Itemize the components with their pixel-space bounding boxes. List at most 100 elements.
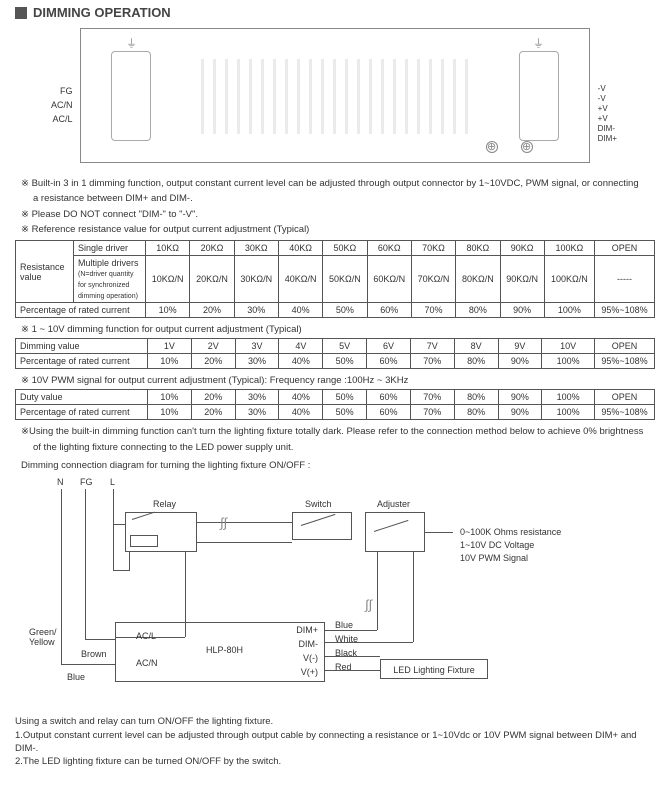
right-terminals: -V -V +V +V DIM- DIM+ — [598, 84, 617, 144]
cell: 70% — [410, 405, 454, 420]
wire — [61, 664, 115, 665]
screw-icon — [486, 141, 498, 153]
terminal-block-left — [111, 51, 151, 141]
cell: 7V — [410, 339, 454, 354]
cell: 40% — [279, 405, 323, 420]
table-row: Percentage of rated current 10% 20% 30% … — [16, 405, 655, 420]
led-fixture-box: LED Lighting Fixture — [380, 659, 488, 679]
note-4: ※Using the built-in dimming function can… — [21, 426, 655, 438]
wire — [377, 552, 378, 630]
adjuster-box — [365, 512, 425, 552]
pwm-table: Duty value 10% 20% 30% 40% 50% 60% 70% 8… — [15, 389, 655, 420]
term-acl: AC/L — [51, 112, 73, 126]
cell: 10% — [146, 303, 190, 318]
cell: ----- — [595, 256, 655, 303]
row-header: Dimming value — [16, 339, 148, 354]
wire — [197, 542, 292, 543]
note-1: ※ Built-in 3 in 1 dimming function, outp… — [21, 178, 655, 190]
resistance-table: Resistance value Single driver 10KΩ 20KΩ… — [15, 240, 655, 318]
lbl-blue-left: Blue — [67, 672, 85, 682]
section-header: DIMMING OPERATION — [15, 5, 655, 20]
cell: 9V — [498, 339, 542, 354]
cell: 50KΩ/N — [323, 256, 367, 303]
row-header: Duty value — [16, 390, 148, 405]
lbl-cwhite: White — [335, 634, 358, 644]
cell: 10V — [542, 339, 595, 354]
term-acn: AC/N — [51, 98, 73, 112]
cell: 100KΩ — [544, 241, 594, 256]
sub-row-2-note: (N=driver quantity for synchronized dimm… — [78, 271, 138, 299]
lbl-fg: FG — [80, 477, 93, 487]
wire — [325, 630, 377, 631]
cell: 100% — [544, 303, 594, 318]
cell: 40% — [278, 303, 322, 318]
lbl-note2: 1~10V DC Voltage — [460, 540, 534, 550]
switch-box — [292, 512, 352, 540]
rt-4: DIM- — [598, 124, 617, 134]
terminal-block-right — [519, 51, 559, 141]
lbl-dimm: DIM- — [299, 639, 319, 649]
cell: OPEN — [595, 241, 655, 256]
cell: 20% — [190, 303, 234, 318]
cell: 30% — [235, 390, 279, 405]
cell: 100% — [542, 405, 595, 420]
row-header: Resistance value — [16, 241, 74, 303]
cell: 100KΩ/N — [544, 256, 594, 303]
row-pct: Percentage of rated current — [16, 405, 148, 420]
lbl-dimp: DIM+ — [296, 625, 318, 635]
wire — [413, 552, 414, 642]
sub-row-2-label: Multiple drivers — [78, 258, 139, 268]
cell: 70% — [411, 303, 455, 318]
section-title: DIMMING OPERATION — [33, 5, 171, 20]
note-1b: a resistance between DIM+ and DIM-. — [21, 193, 655, 205]
cell: 80% — [454, 354, 498, 369]
cell: 60KΩ — [367, 241, 411, 256]
wire — [85, 639, 115, 640]
cell: 60% — [367, 303, 411, 318]
table-row: Duty value 10% 20% 30% 40% 50% 60% 70% 8… — [16, 390, 655, 405]
cell: 10KΩ — [146, 241, 190, 256]
footer-3: 2.The LED lighting fixture can be turned… — [15, 755, 655, 768]
lbl-vp: V(+) — [301, 667, 318, 677]
cell: 95%~108% — [595, 303, 655, 318]
cell: 3V — [235, 339, 279, 354]
table-row: Percentage of rated current 10% 20% 30% … — [16, 354, 655, 369]
lbl-note1: 0~100K Ohms resistance — [460, 527, 561, 537]
term-fg: FG — [51, 84, 73, 98]
cell: 1V — [148, 339, 192, 354]
cell: 100% — [542, 390, 595, 405]
cell: 2V — [191, 339, 235, 354]
cell: 20% — [191, 390, 235, 405]
cell: 20KΩ/N — [190, 256, 234, 303]
footer-notes: Using a switch and relay can turn ON/OFF… — [15, 715, 655, 768]
cell: 20% — [191, 354, 235, 369]
cell: 5V — [323, 339, 367, 354]
cell: 4V — [279, 339, 323, 354]
cell: 10% — [148, 354, 192, 369]
table-row: Multiple drivers (N=driver quantity for … — [16, 256, 655, 303]
table-row: Percentage of rated current 10% 20% 30% … — [16, 303, 655, 318]
cell: 95%~108% — [595, 405, 655, 420]
lbl-switch: Switch — [305, 499, 332, 509]
wire — [129, 552, 130, 570]
cell: 80% — [454, 390, 498, 405]
lbl-adjuster: Adjuster — [377, 499, 410, 509]
cell: 100% — [542, 354, 595, 369]
wire — [113, 524, 125, 525]
notes-block-1: ※ Built-in 3 in 1 dimming function, outp… — [21, 178, 655, 236]
switch-contact — [301, 514, 336, 526]
subheader-2: ※ 1 ~ 10V dimming function for output cu… — [21, 324, 655, 335]
lbl-l: L — [110, 477, 115, 487]
cell: 20% — [191, 405, 235, 420]
lbl-green: Green/ — [29, 627, 57, 637]
connection-diagram: N FG L Relay ∫∫ Switch Adjuster 0~100K O… — [25, 477, 645, 705]
lbl-relay: Relay — [153, 499, 176, 509]
cell: 30% — [234, 303, 278, 318]
cell: 30KΩ/N — [234, 256, 278, 303]
rt-3: +V — [598, 114, 617, 124]
wire-break-icon: ∫∫ — [365, 597, 372, 612]
cell: OPEN — [595, 339, 655, 354]
lbl-yellow: Yellow — [29, 637, 55, 647]
left-terminals: FG AC/N AC/L — [51, 84, 73, 126]
cell: 40% — [279, 354, 323, 369]
